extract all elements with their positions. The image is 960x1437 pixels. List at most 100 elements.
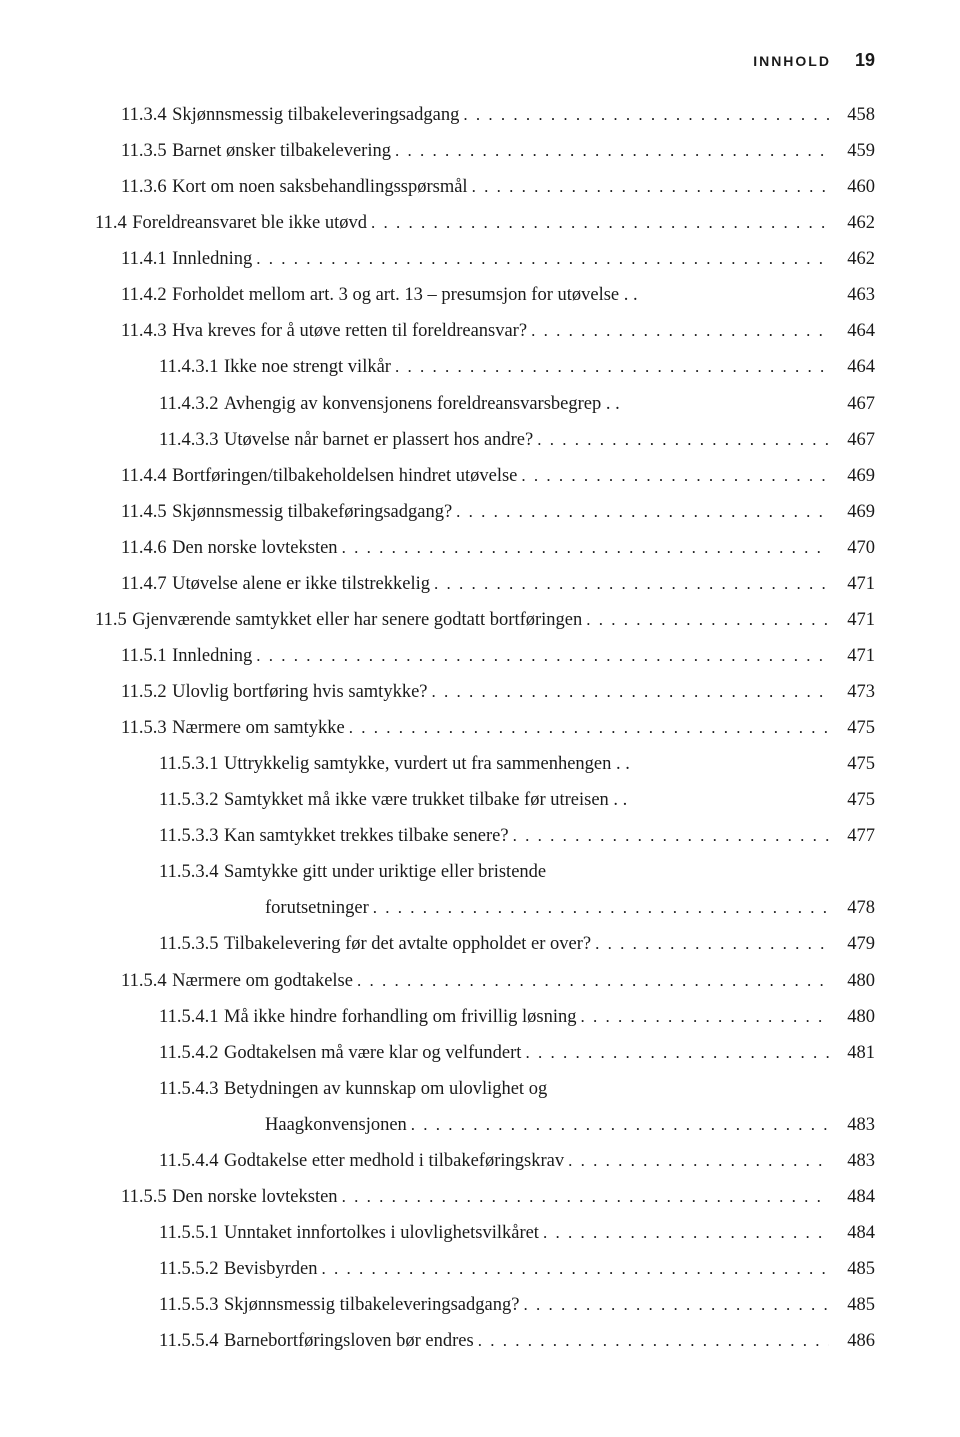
toc-entry-number: 11.5.3.3 xyxy=(159,818,218,854)
toc-entry-page: 471 xyxy=(833,638,875,674)
toc-entry-page: 458 xyxy=(833,97,875,133)
toc-entry-number: 11.5.5.2 xyxy=(159,1251,218,1287)
toc-entry-page: 464 xyxy=(833,349,875,385)
toc-entry: 11.4.3.2Avhengig av konvensjonens foreld… xyxy=(95,386,875,422)
toc-entry-title: Tilbakelevering før det avtalte oppholde… xyxy=(224,926,591,962)
toc-entry-title: Skjønnsmessig tilbakeleveringsadgang? xyxy=(224,1287,519,1323)
toc-entry-title: Godtakelsen må være klar og velfundert xyxy=(224,1035,521,1071)
toc-entry-title: Nærmere om samtykke xyxy=(172,710,345,746)
toc-entry: 11.5.5.1Unntaket innfortolkes i ulovligh… xyxy=(95,1215,875,1251)
toc-entry-title: Avhengig av konvensjonens foreldreansvar… xyxy=(224,386,620,422)
toc-entry-number: 11.5.4.2 xyxy=(159,1035,218,1071)
toc-entry-title: Bevisbyrden xyxy=(224,1251,318,1287)
header-page-number: 19 xyxy=(855,50,875,71)
toc-entry: 11.5.5.3Skjønnsmessig tilbakeleveringsad… xyxy=(95,1287,875,1323)
toc-entry-title: Kan samtykket trekkes tilbake senere? xyxy=(224,818,509,854)
toc-entry: 11.5.5Den norske lovteksten 484 xyxy=(95,1179,875,1215)
toc-entry-title: Skjønnsmessig tilbakeleveringsadgang xyxy=(172,97,459,133)
toc-entry-page: 471 xyxy=(833,566,875,602)
toc-entry-number: 11.5.4.3 xyxy=(159,1071,218,1107)
toc-entry-continuation-text: Haagkonvensjonen xyxy=(265,1107,407,1143)
toc-entry: 11.5.3.2Samtykket må ikke være trukket t… xyxy=(95,782,875,818)
toc-entry-title: Barnebortføringsloven bør endres xyxy=(224,1323,474,1359)
toc-entry-title: Foreldreansvaret ble ikke utøvd xyxy=(132,205,367,241)
toc-entry: 11.5.5.2Bevisbyrden485 xyxy=(95,1251,875,1287)
toc-leader-dots xyxy=(521,459,829,492)
toc-leader-dots xyxy=(478,1324,829,1357)
toc-entry-number: 11.4.3.2 xyxy=(159,386,218,422)
toc-leader-dots xyxy=(357,964,829,997)
toc-leader-dots xyxy=(395,134,829,167)
toc-entry-number: 11.5.1 xyxy=(121,638,167,674)
toc-entry-number: 11.5.3.2 xyxy=(159,782,218,818)
toc-entry: 11.5.4.3Betydningen av kunnskap om ulovl… xyxy=(95,1071,875,1107)
toc-entry-page: 483 xyxy=(833,1107,875,1143)
toc-entry-number: 11.5.4.1 xyxy=(159,999,218,1035)
toc-leader-dots xyxy=(595,927,829,960)
toc-entry-number: 11.5.5.4 xyxy=(159,1323,218,1359)
toc-entry-title: Betydningen av kunnskap om ulovlighet og xyxy=(224,1071,547,1107)
toc-entry-number: 11.3.4 xyxy=(121,97,167,133)
toc-entry-title: Den norske lovteksten xyxy=(172,1179,337,1215)
toc-leader-dots xyxy=(373,891,829,924)
toc-entry-page: 485 xyxy=(833,1287,875,1323)
toc-entry-continuation: forutsetninger478 xyxy=(95,890,875,926)
toc-entry-page: 469 xyxy=(833,458,875,494)
toc-entry-number: 11.5.3.5 xyxy=(159,926,218,962)
toc-leader-dots xyxy=(472,170,829,203)
toc-entry-title: Må ikke hindre forhandling om frivillig … xyxy=(224,999,576,1035)
toc-entry-title: Innledning xyxy=(172,241,252,277)
toc-leader-dots xyxy=(371,206,829,239)
toc-entry-continuation-text: forutsetninger xyxy=(265,890,369,926)
toc-entry-title: Kort om noen saksbehandlingsspørsmål xyxy=(172,169,467,205)
toc-entry-page: 480 xyxy=(833,963,875,999)
toc-leader-dots xyxy=(256,242,829,275)
toc-entry-page: 484 xyxy=(833,1179,875,1215)
header-label: INNHOLD xyxy=(753,53,831,69)
toc-entry-number: 11.4.1 xyxy=(121,241,167,277)
toc-entry-number: 11.4.2 xyxy=(121,277,167,313)
toc-entry-title: Unntaket innfortolkes i ulovlighetsvilkå… xyxy=(224,1215,539,1251)
toc-entry-page: 473 xyxy=(833,674,875,710)
toc-entry-title: Hva kreves for å utøve retten til foreld… xyxy=(172,313,527,349)
toc-entry-number: 11.4.5 xyxy=(121,494,167,530)
toc-entry: 11.5.3.1Uttrykkelig samtykke, vurdert ut… xyxy=(95,746,875,782)
toc-entry-number: 11.4.6 xyxy=(121,530,167,566)
toc-entry-continuation: Haagkonvensjonen 483 xyxy=(95,1107,875,1143)
toc-leader-dots xyxy=(434,567,829,600)
toc-entry: 11.3.6Kort om noen saksbehandlingsspørsm… xyxy=(95,169,875,205)
toc-entry: 11.4.5Skjønnsmessig tilbakeføringsadgang… xyxy=(95,494,875,530)
toc-leader-dots xyxy=(349,711,829,744)
toc-entry-number: 11.4.7 xyxy=(121,566,167,602)
toc-entry-title: Utøvelse når barnet er plassert hos andr… xyxy=(224,422,533,458)
toc-entry-number: 11.5.3.4 xyxy=(159,854,218,890)
toc-entry-title: Barnet ønsker tilbakelevering xyxy=(172,133,391,169)
toc-entry: 11.4.2Forholdet mellom art. 3 og art. 13… xyxy=(95,277,875,313)
toc-entry: 11.4.3Hva kreves for å utøve retten til … xyxy=(95,313,875,349)
toc-leader-dots xyxy=(568,1144,829,1177)
toc-entry-number: 11.5.5.1 xyxy=(159,1215,218,1251)
toc-entry-title: Nærmere om godtakelse xyxy=(172,963,353,999)
toc-entry-title: Samtykke gitt under uriktige eller brist… xyxy=(224,854,546,890)
toc-entry-page: 464 xyxy=(833,313,875,349)
toc-entry: 11.4.4Bortføringen/tilbakeholdelsen hind… xyxy=(95,458,875,494)
toc-leader-dots xyxy=(513,819,829,852)
toc-entry: 11.4.6Den norske lovteksten470 xyxy=(95,530,875,566)
toc-entry-page: 460 xyxy=(833,169,875,205)
toc-entry-page: 467 xyxy=(833,386,875,422)
toc-entry-number: 11.5.5 xyxy=(121,1179,167,1215)
toc-entry-number: 11.5 xyxy=(95,602,127,638)
toc-leader-dots xyxy=(395,350,829,383)
toc-entry: 11.5.1Innledning471 xyxy=(95,638,875,674)
toc-leader-dots xyxy=(411,1108,829,1141)
page-header: INNHOLD 19 xyxy=(95,50,875,71)
toc-entry: 11.3.5Barnet ønsker tilbakelevering459 xyxy=(95,133,875,169)
toc-entry-title: Godtakelse etter medhold i tilbakeføring… xyxy=(224,1143,564,1179)
toc-leader-dots xyxy=(456,495,829,528)
toc-entry: 11.5.4.4Godtakelse etter medhold i tilba… xyxy=(95,1143,875,1179)
toc-entry-title: Uttrykkelig samtykke, vurdert ut fra sam… xyxy=(224,746,630,782)
toc-entry-page: 479 xyxy=(833,926,875,962)
toc-entry-number: 11.5.3 xyxy=(121,710,167,746)
toc-entry-page: 463 xyxy=(833,277,875,313)
toc-entry: 11.5.2Ulovlig bortføring hvis samtykke?4… xyxy=(95,674,875,710)
